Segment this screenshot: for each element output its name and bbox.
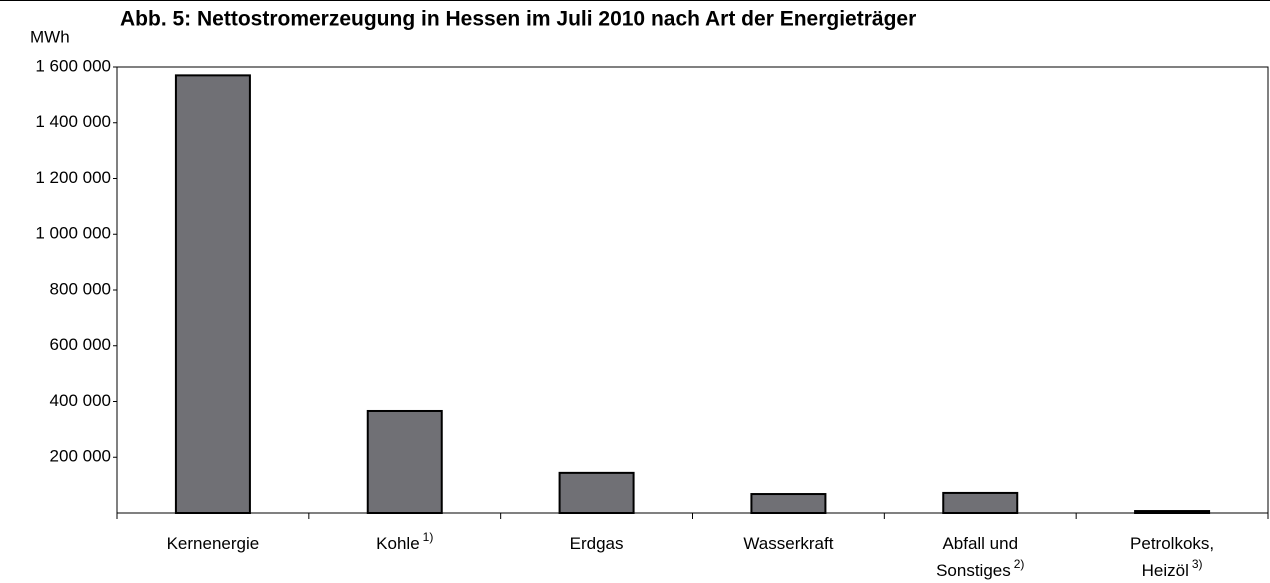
chart-title: Abb. 5: Nettostromerzeugung in Hessen im… (120, 8, 916, 31)
y-tick-label: 1 200 000 (35, 168, 111, 187)
x-tick-label-text: Petrolkoks, (1130, 534, 1214, 553)
x-tick-label: Wasserkraft (743, 534, 833, 553)
x-tick-label-text: Kohle (376, 534, 419, 553)
y-tick-label: 800 000 (50, 279, 111, 298)
bar (1134, 510, 1211, 514)
bar (174, 74, 251, 515)
y-tick-label: 1 600 000 (35, 56, 111, 75)
x-tick-label: Heizöl 3) (1142, 557, 1203, 580)
bar (942, 491, 1019, 514)
x-tick-label: Abfall und (942, 534, 1018, 553)
x-tick-label: Erdgas (570, 534, 624, 553)
x-tick-label-text: Erdgas (570, 534, 624, 553)
x-tick-label-text: Sonstiges (936, 561, 1011, 580)
y-tick-label: 1 400 000 (35, 112, 111, 131)
x-tick-label: Kohle 1) (376, 530, 433, 553)
y-axis-label: MWh (30, 27, 70, 46)
x-tick-label: Kernenergie (167, 534, 260, 553)
footnote-marker: 1) (423, 530, 434, 544)
x-tick-label: Sonstiges 2) (936, 557, 1024, 580)
x-tick-label-text: Abfall und (942, 534, 1018, 553)
x-tick-label: Petrolkoks, (1130, 534, 1214, 553)
plot-frame (116, 66, 1269, 514)
x-tick-label-text: Wasserkraft (743, 534, 833, 553)
footnote-marker: 2) (1014, 557, 1025, 571)
footnote-marker: 3) (1192, 557, 1203, 571)
y-tick-label: 1 000 000 (35, 224, 111, 243)
bar (750, 493, 827, 515)
bar (366, 409, 443, 515)
y-tick-label: 400 000 (50, 391, 111, 410)
y-tick-label: 200 000 (50, 447, 111, 466)
bar (558, 471, 635, 514)
x-tick-label-text: Kernenergie (167, 534, 260, 553)
y-tick-label: 600 000 (50, 335, 111, 354)
x-tick-label-text: Heizöl (1142, 561, 1189, 580)
